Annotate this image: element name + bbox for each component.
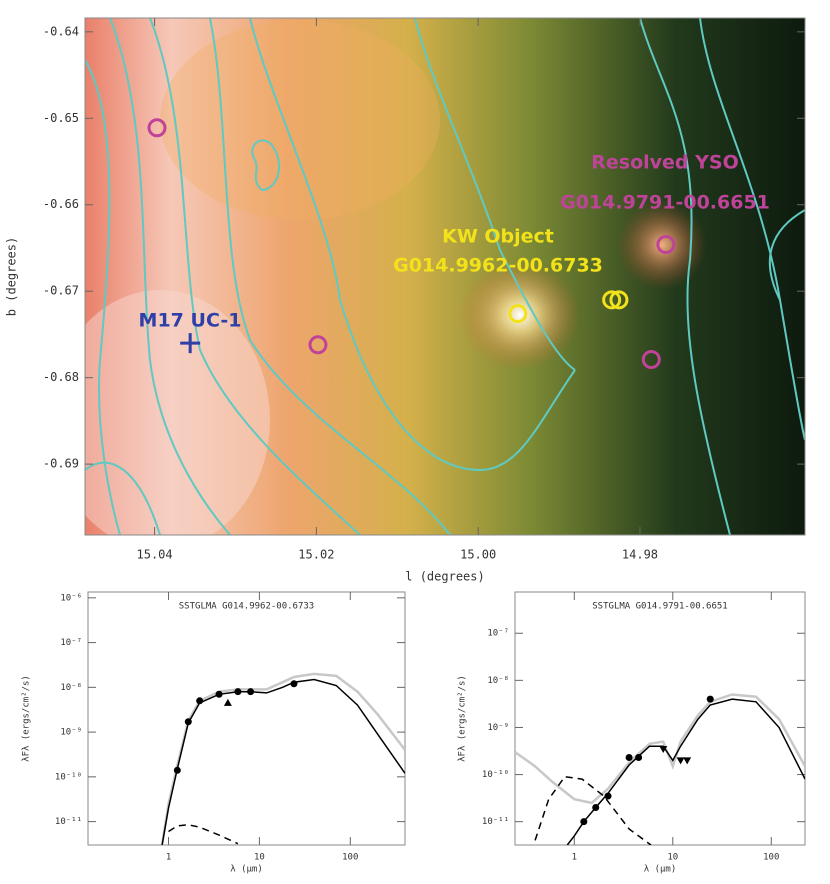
x-tick-label: 1 bbox=[166, 853, 171, 863]
plot-frame bbox=[514, 591, 806, 846]
annotation: KW Object bbox=[442, 226, 554, 248]
plot-frame bbox=[87, 591, 406, 846]
y-tick-label: -0.64 bbox=[43, 24, 79, 38]
model-fit bbox=[161, 678, 405, 845]
y-tick-label: 10⁻⁹ bbox=[487, 723, 509, 733]
source-marker bbox=[308, 335, 328, 355]
source-marker bbox=[641, 349, 661, 369]
y-axis-label: λFλ (ergs/cm²/s) bbox=[22, 675, 32, 762]
y-tick-label: 10⁻⁶ bbox=[60, 593, 82, 603]
flux-point bbox=[290, 680, 298, 688]
flux-point bbox=[234, 688, 242, 696]
y-tick-label: 10⁻¹⁰ bbox=[55, 772, 82, 782]
y-tick-label: 10⁻¹¹ bbox=[55, 817, 82, 827]
y-axis-label: b (degrees) bbox=[5, 237, 19, 316]
y-tick-label: -0.69 bbox=[43, 457, 79, 471]
upper-limit bbox=[683, 757, 692, 765]
flux-point bbox=[184, 718, 192, 726]
source-marker bbox=[508, 304, 528, 324]
y-tick-label: -0.67 bbox=[43, 284, 79, 298]
annotation: M17 UC-1 bbox=[139, 310, 242, 332]
annotation: G014.9962-00.6733 bbox=[393, 255, 603, 277]
model-fit bbox=[515, 693, 805, 805]
x-axis-label: λ (μm) bbox=[644, 865, 677, 875]
x-tick-label: 10 bbox=[254, 853, 265, 863]
plot-area bbox=[160, 672, 405, 845]
flux-point bbox=[215, 690, 223, 698]
plot-area bbox=[147, 118, 676, 369]
x-tick-label: 100 bbox=[342, 853, 358, 863]
flux-point bbox=[635, 754, 643, 762]
flux-point bbox=[173, 766, 181, 774]
source-marker bbox=[602, 290, 622, 310]
annotation: Resolved YSO bbox=[591, 152, 738, 174]
annotation: G014.9791-00.6651 bbox=[560, 192, 770, 214]
flux-point bbox=[196, 697, 204, 705]
y-tick-label: 10⁻⁷ bbox=[487, 629, 509, 639]
upper-limit bbox=[659, 745, 668, 753]
flux-point bbox=[223, 698, 232, 706]
x-tick-label: 15.00 bbox=[460, 548, 496, 562]
chart-title: SSTGLMA G014.9791-00.6651 bbox=[592, 602, 727, 612]
y-tick-label: -0.65 bbox=[43, 111, 79, 125]
model-fit bbox=[566, 698, 805, 845]
source-marker bbox=[180, 333, 201, 354]
flux-point bbox=[604, 792, 612, 800]
x-axis-label: l (degrees) bbox=[405, 570, 484, 584]
y-axis-label: λFλ (ergs/cm²/s) bbox=[458, 675, 468, 762]
y-tick-label: 10⁻⁸ bbox=[60, 683, 82, 693]
x-tick-label: 10 bbox=[667, 853, 678, 863]
stellar-photosphere bbox=[534, 775, 652, 845]
source-marker bbox=[147, 118, 167, 138]
stellar-photosphere bbox=[168, 824, 239, 845]
y-tick-label: 10⁻⁷ bbox=[60, 638, 82, 648]
flux-point bbox=[580, 818, 588, 826]
y-tick-label: 10⁻¹¹ bbox=[482, 817, 509, 827]
x-tick-label: 100 bbox=[763, 853, 779, 863]
nebula-image bbox=[85, 18, 805, 535]
x-tick-label: 1 bbox=[572, 853, 577, 863]
x-tick-label: 15.04 bbox=[137, 548, 173, 562]
source-marker bbox=[656, 235, 676, 255]
y-tick-label: 10⁻⁹ bbox=[60, 728, 82, 738]
source-marker bbox=[609, 290, 629, 310]
y-tick-label: 10⁻¹⁰ bbox=[482, 770, 509, 780]
y-tick-label: -0.68 bbox=[43, 370, 79, 384]
plot-area bbox=[515, 693, 805, 845]
flux-point bbox=[247, 688, 255, 696]
y-tick-label: 10⁻⁸ bbox=[487, 676, 509, 686]
y-tick-label: -0.66 bbox=[43, 197, 79, 211]
flux-point bbox=[592, 804, 600, 812]
x-tick-label: 14.98 bbox=[622, 548, 658, 562]
plot-frame bbox=[84, 17, 806, 536]
chart-title: SSTGLMA G014.9962-00.6733 bbox=[179, 602, 314, 612]
flux-point bbox=[625, 754, 633, 762]
x-axis-label: λ (μm) bbox=[230, 865, 263, 875]
flux-point bbox=[706, 695, 714, 703]
upper-limit bbox=[676, 757, 685, 765]
x-tick-label: 15.02 bbox=[298, 548, 334, 562]
